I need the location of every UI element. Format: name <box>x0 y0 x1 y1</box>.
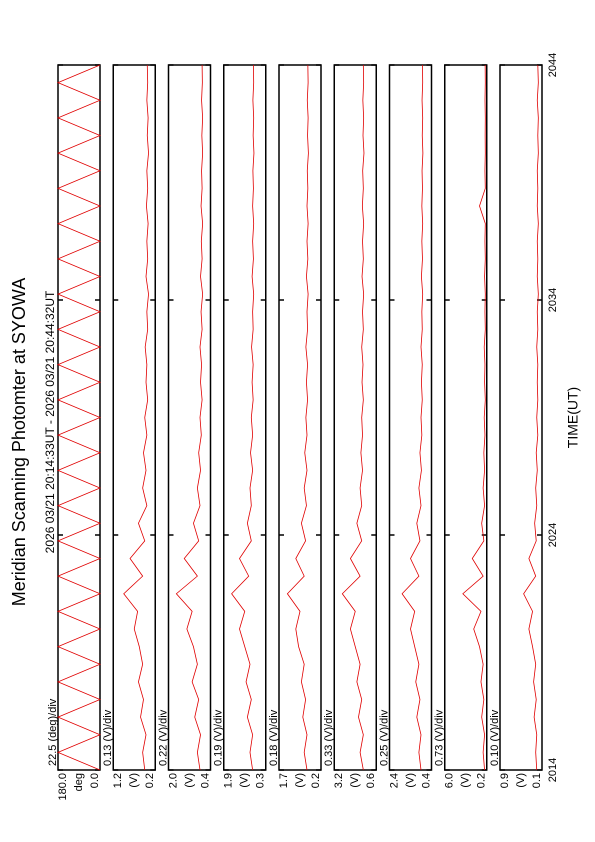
x-tick-label: 2034 <box>547 288 559 312</box>
y-tick-label: 180.0 <box>57 773 69 801</box>
panel-scale: 0.13 (V)/div <box>102 709 114 766</box>
panel-scale: 0.33 (V)/div <box>323 709 335 766</box>
y-tick-label: 1.9 <box>223 773 235 788</box>
y-tick-label: 0.2 <box>476 773 488 788</box>
chart-subtitle: 2026 03/21 20:14:33UT - 2026 03/21 20:44… <box>43 290 57 553</box>
y-tick-label: 6.0 <box>444 773 456 788</box>
y-axis-label: deg <box>73 773 85 791</box>
y-axis-label: (V) <box>460 773 472 788</box>
data-line <box>175 64 204 771</box>
y-tick-label: 0.6 <box>365 773 377 788</box>
y-tick-label: 0.4 <box>420 773 432 788</box>
panel-frame <box>223 64 267 771</box>
panel-scale: 0.73 (V)/div <box>434 709 446 766</box>
panel-scale: 0.22 (V)/div <box>157 709 169 766</box>
panel-scale: 0.10 (V)/div <box>489 709 501 766</box>
panel-frame <box>499 64 543 771</box>
y-tick-label: 0.2 <box>144 773 156 788</box>
y-tick-label: 0.4 <box>199 773 211 788</box>
data-line <box>401 64 424 771</box>
x-tick-label: 2024 <box>547 523 559 547</box>
data-line <box>286 64 309 771</box>
y-axis-label: (V) <box>515 773 527 788</box>
y-tick-label: 0.9 <box>499 773 511 788</box>
panel-frame <box>112 64 156 771</box>
y-tick-label: 1.2 <box>112 773 124 788</box>
y-axis-label: (V) <box>239 773 251 788</box>
y-axis-label: (V) <box>128 773 140 788</box>
rotated-chart: Meridian Scanning Photomter at SYOWA 202… <box>9 53 581 801</box>
x-tick-label: 2014 <box>547 758 559 782</box>
y-axis-label: (V) <box>294 773 306 788</box>
panel-frame <box>444 64 488 771</box>
x-axis-label: TIME(UT) <box>565 387 581 448</box>
chart-title: Meridian Scanning Photomter at SYOWA <box>9 278 29 606</box>
y-axis-label: (V) <box>183 773 195 788</box>
y-tick-label: 0.3 <box>255 773 267 788</box>
y-axis-label: (V) <box>404 773 416 788</box>
panel-scale: 0.25 (V)/div <box>378 709 390 766</box>
panel-frame <box>167 64 212 771</box>
data-line <box>56 64 102 771</box>
y-tick-label: 0.2 <box>310 773 322 788</box>
y-axis-label: (V) <box>349 773 361 788</box>
y-tick-label: 1.7 <box>278 773 290 788</box>
y-tick-label: 2.4 <box>388 773 400 788</box>
data-line <box>123 64 149 771</box>
y-tick-label: 2.0 <box>167 773 179 788</box>
panel-scale: 0.19 (V)/div <box>213 709 225 766</box>
data-line <box>462 64 486 771</box>
y-tick-label: 0.0 <box>89 773 101 788</box>
y-tick-label: 3.2 <box>333 773 345 788</box>
panel-frame <box>388 64 433 771</box>
data-line <box>523 64 539 771</box>
data-line <box>341 64 365 771</box>
panel-scale: 0.18 (V)/div <box>268 709 280 766</box>
y-tick-label: 0.1 <box>531 773 543 788</box>
x-tick-label: 2044 <box>547 53 559 77</box>
panel-frame <box>333 64 377 771</box>
data-line <box>231 64 255 771</box>
panel-frame <box>57 64 101 771</box>
panel-scale: 22.5 (deg)/div <box>47 698 59 766</box>
panel-frame <box>278 64 322 771</box>
